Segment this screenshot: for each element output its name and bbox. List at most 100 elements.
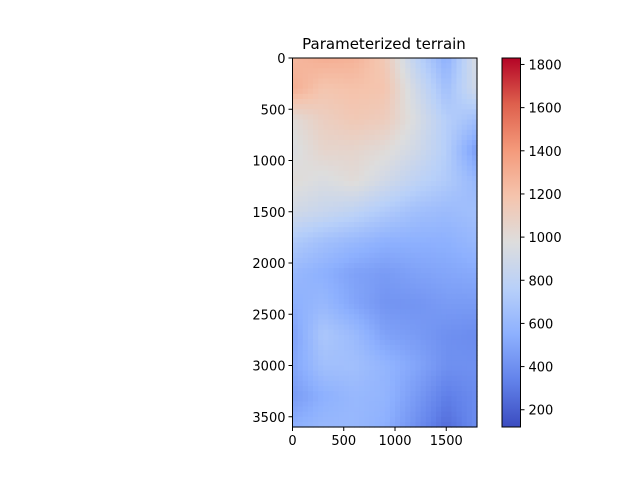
heatmap-cell (343, 119, 350, 126)
heatmap-cell (359, 58, 365, 64)
heatmap-cell (425, 278, 432, 285)
heatmap-cell (405, 375, 411, 382)
heatmap-cell (323, 334, 329, 341)
heatmap-cell (425, 124, 432, 131)
heatmap-cell (343, 283, 350, 290)
heatmap-cell (430, 206, 437, 213)
heatmap-cell (318, 73, 324, 80)
heatmap-cell (369, 401, 376, 408)
heatmap-cell (446, 391, 452, 397)
heatmap-cell (389, 170, 396, 177)
heatmap-cell (318, 350, 324, 356)
heatmap-cell (292, 129, 299, 136)
heatmap-cell (451, 191, 458, 197)
heatmap-cell (405, 232, 411, 238)
heatmap-cell (441, 109, 447, 115)
heatmap-cell (410, 370, 417, 377)
heatmap-cell (333, 263, 340, 269)
heatmap-cell (430, 227, 437, 233)
heatmap-cell (471, 124, 478, 131)
heatmap-cell (451, 83, 458, 90)
heatmap-cell (348, 191, 355, 197)
heatmap-cell (466, 150, 473, 156)
heatmap-cell (395, 298, 401, 305)
heatmap-cell (400, 350, 406, 356)
heatmap-cell (456, 375, 463, 382)
heatmap-cell (338, 93, 345, 100)
heatmap-cell (456, 140, 463, 146)
heatmap-cell (384, 288, 391, 295)
heatmap-cell (313, 181, 319, 187)
heatmap-cell (359, 134, 365, 141)
heatmap-cell (292, 252, 299, 259)
heatmap-cell (384, 401, 391, 408)
heatmap-cell (343, 334, 350, 341)
heatmap-cell (466, 339, 473, 346)
heatmap-cell (302, 396, 309, 402)
heatmap-cell (451, 273, 458, 279)
heatmap-cell (456, 329, 463, 336)
heatmap-cell (395, 175, 401, 182)
heatmap-cell (461, 145, 468, 151)
heatmap-cell (441, 181, 447, 187)
heatmap-cell (410, 73, 417, 80)
heatmap-cell (389, 211, 396, 218)
heatmap-cell (389, 232, 396, 238)
heatmap-cell (338, 314, 345, 320)
heatmap-cell (384, 211, 391, 218)
heatmap-cell (364, 181, 370, 187)
heatmap-cell (410, 181, 417, 187)
heatmap-cell (354, 206, 360, 213)
heatmap-cell (384, 83, 391, 90)
heatmap-cell (302, 391, 309, 397)
heatmap-cell (384, 129, 391, 136)
heatmap-cell (354, 222, 360, 228)
heatmap-cell (343, 401, 350, 408)
heatmap-cell (297, 380, 304, 387)
heatmap-cell (364, 211, 370, 218)
heatmap-cell (354, 252, 360, 259)
heatmap-cell (323, 416, 329, 423)
heatmap-cell (374, 58, 381, 64)
heatmap-cell (461, 273, 468, 279)
heatmap-cell (410, 283, 417, 290)
heatmap-cell (302, 175, 309, 182)
heatmap-cell (374, 396, 381, 402)
heatmap-cell (420, 263, 427, 269)
heatmap-cell (379, 134, 386, 141)
heatmap-cell (313, 114, 319, 121)
heatmap-cell (338, 145, 345, 151)
heatmap-cell (343, 140, 350, 146)
heatmap-cell (338, 211, 345, 218)
heatmap-cell (430, 119, 437, 126)
heatmap-cell (425, 273, 432, 279)
heatmap-cell (405, 334, 411, 341)
heatmap-cell (318, 237, 324, 244)
heatmap-cell (395, 242, 401, 249)
heatmap-cell (420, 201, 427, 208)
heatmap-cell (379, 88, 386, 95)
heatmap-cell (348, 304, 355, 310)
heatmap-cell (369, 175, 376, 182)
heatmap-cell (313, 375, 319, 382)
heatmap-cell (328, 145, 335, 151)
heatmap-cell (451, 73, 458, 80)
heatmap-cell (348, 416, 355, 423)
heatmap-cell (297, 181, 304, 187)
heatmap-cell (307, 334, 314, 341)
heatmap-cell (420, 99, 427, 105)
heatmap-cell (348, 247, 355, 254)
heatmap-cell (395, 293, 401, 300)
heatmap-cell (333, 345, 340, 351)
heatmap-cell (354, 83, 360, 90)
heatmap-cell (328, 350, 335, 356)
heatmap-cell (466, 401, 473, 408)
heatmap-cell (420, 273, 427, 279)
heatmap-cell (307, 370, 314, 377)
heatmap-cell (425, 406, 432, 413)
heatmap-cell (328, 78, 335, 85)
heatmap-cell (379, 175, 386, 182)
heatmap-cell (302, 370, 309, 377)
heatmap-cell (389, 155, 396, 162)
heatmap-cell (343, 175, 350, 182)
